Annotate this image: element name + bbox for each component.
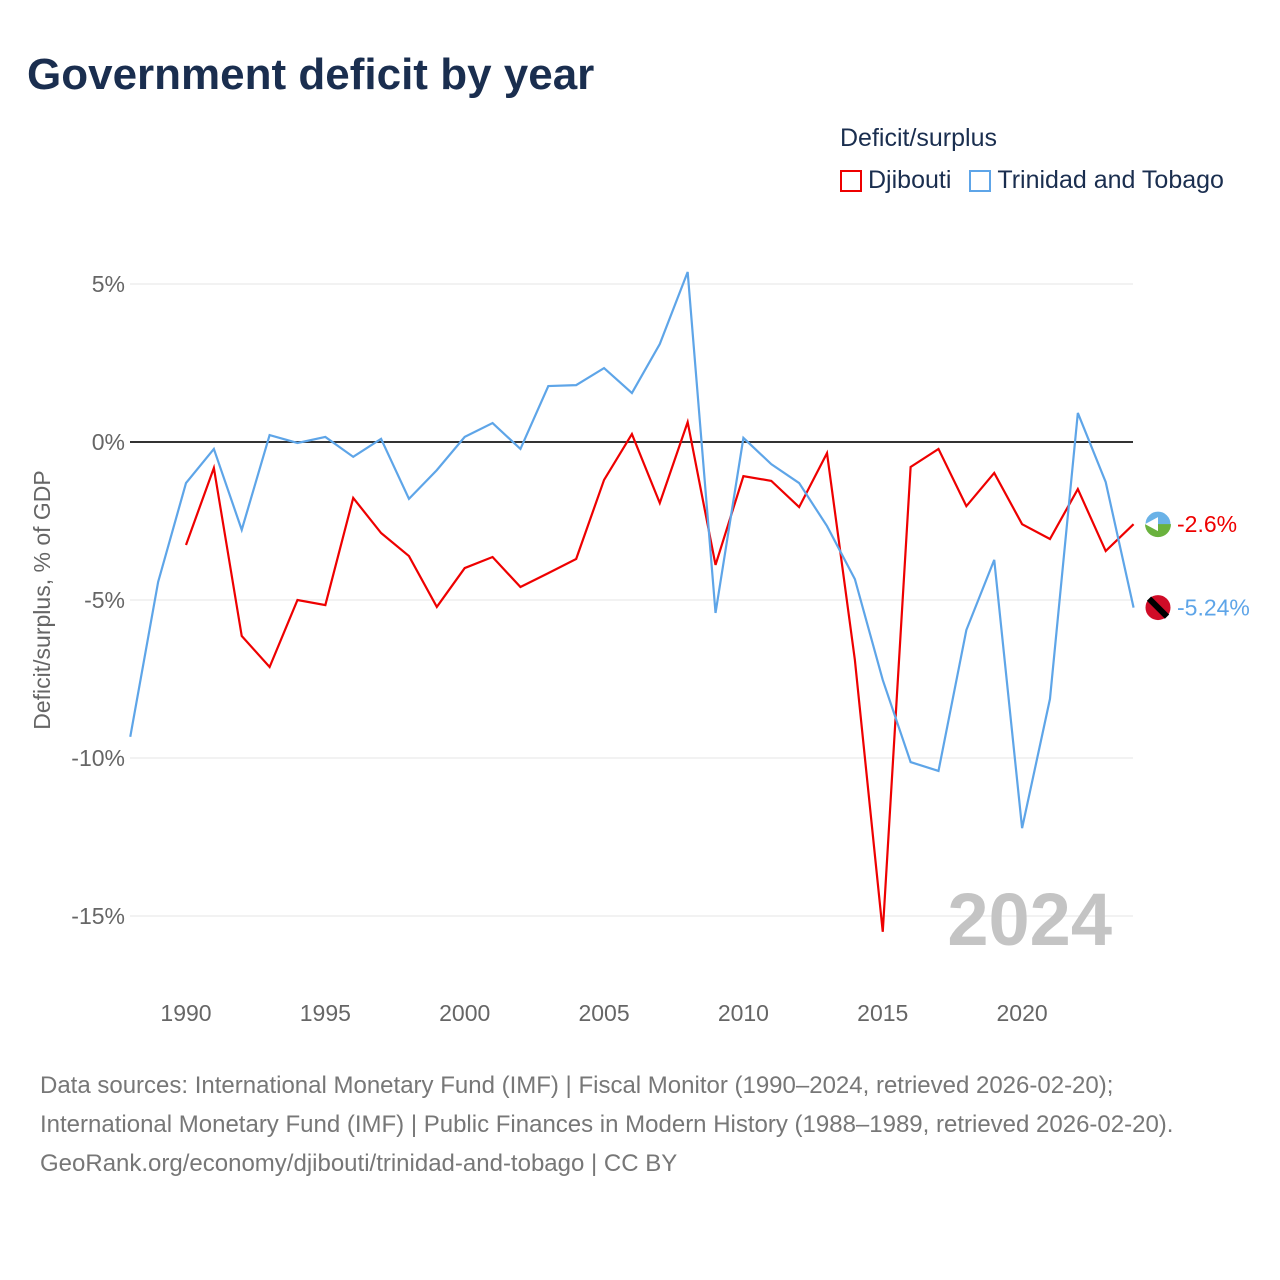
y-tick-label: -10% [71,745,125,771]
legend-label: Djibouti [868,166,952,194]
y-tick-label: 5% [92,271,125,297]
year-watermark: 2024 [947,878,1112,961]
x-tick-label: 2015 [857,1000,908,1026]
x-tick-label: 2010 [718,1000,769,1026]
legend-swatch [969,169,992,192]
end-label: -2.6% [1177,511,1237,537]
y-tick-label: 0% [92,429,125,455]
flag-triangle [1145,517,1158,532]
x-tick-label: 2000 [439,1000,490,1026]
series-line-djibouti [184,417,1135,932]
data-sources: Data sources: International Monetary Fun… [40,1072,1174,1138]
plot-area: 5% 0% -5% -10% -15% 1990 1995 2000 2005 2010 2015 2… [29,271,1250,1026]
flag-stripe [1146,596,1170,619]
x-tick-label: 2005 [578,1000,629,1026]
legend-item-djibouti[interactable]: Djibouti [840,166,951,195]
footer: Data sources: International Monetary Fun… [40,1066,1240,1183]
legend: Djibouti Trinidad and Tobago [840,166,1224,195]
x-tick-label: 1995 [300,1000,351,1026]
y-axis-label: Deficit/surplus, % of GDP [29,470,55,729]
x-tick-label: 1990 [160,1000,211,1026]
y-tick-label: -15% [71,903,125,929]
end-label: -5.24% [1177,595,1250,621]
series-line-trinidad [129,271,1135,829]
credit-link[interactable]: GeoRank.org/economy/djibouti/trinidad-an… [40,1150,678,1177]
legend-item-trinidad[interactable]: Trinidad and Tobago [969,166,1224,195]
y-tick-label: -5% [84,587,125,613]
legend-title: Deficit/surplus [840,124,997,152]
chart-title: Government deficit by year [27,50,595,99]
legend-label: Trinidad and Tobago [997,166,1224,194]
x-tick-label: 2020 [997,1000,1048,1026]
legend-swatch [840,169,862,192]
